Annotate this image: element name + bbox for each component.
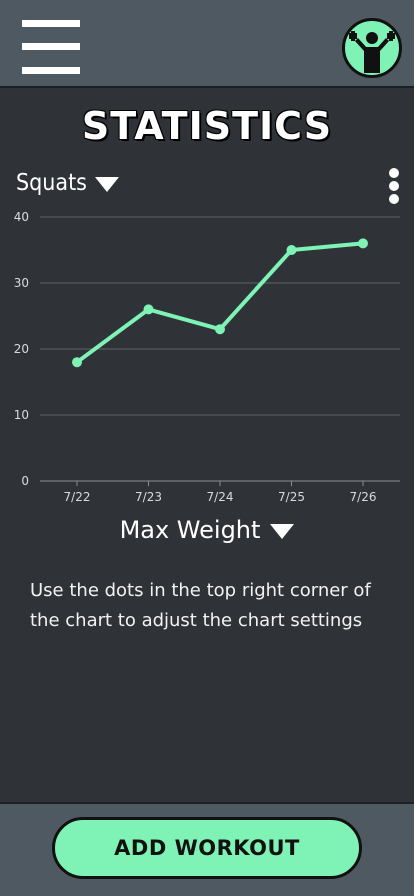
weight-line-chart: 0 10 20 30 40 7/22 7/23 7/24 7/25 7/26	[14, 210, 400, 504]
hamburger-menu-icon[interactable]	[22, 20, 80, 76]
dot	[389, 168, 399, 178]
y-tick-label: 40	[14, 210, 29, 224]
data-point	[215, 324, 225, 335]
data-point	[286, 245, 297, 255]
chart-hint-text: Use the dots in the top right corner of …	[30, 580, 371, 631]
y-tick-label: 10	[14, 408, 29, 422]
x-tick-label: 7/26	[350, 490, 377, 504]
metric-dropdown[interactable]: Max Weight	[0, 516, 414, 544]
add-workout-button[interactable]: ADD WORKOUT	[52, 817, 362, 879]
chevron-down-icon	[94, 176, 119, 192]
menu-line	[22, 20, 80, 27]
chevron-down-icon	[270, 523, 295, 539]
top-app-bar	[0, 0, 414, 88]
exercise-dropdown-label: Squats	[16, 170, 87, 196]
x-tick-label: 7/24	[207, 490, 234, 504]
menu-line	[22, 43, 80, 50]
page-title: STATISTICS	[81, 104, 333, 148]
x-tick-label: 7/25	[278, 490, 305, 504]
weightlifter-icon[interactable]	[342, 18, 402, 78]
y-tick-label: 0	[21, 474, 29, 488]
dot	[389, 194, 399, 204]
data-point	[143, 304, 154, 315]
bottom-bar: ADD WORKOUT	[0, 802, 414, 896]
series-line	[75, 241, 365, 365]
data-point	[72, 357, 82, 368]
weightlifter-figure	[349, 31, 395, 73]
chart-settings-kebab-icon[interactable]	[386, 168, 402, 206]
y-tick-label: 20	[14, 342, 29, 356]
y-tick-label: 30	[14, 276, 29, 290]
exercise-dropdown[interactable]: Squats	[16, 170, 119, 196]
data-point	[358, 238, 368, 249]
x-tick-label: 7/22	[64, 490, 91, 504]
add-workout-label: ADD WORKOUT	[114, 836, 300, 860]
x-tick-label: 7/23	[135, 490, 162, 504]
dot	[389, 181, 399, 191]
metric-dropdown-label: Max Weight	[119, 516, 261, 544]
menu-line	[22, 67, 80, 74]
